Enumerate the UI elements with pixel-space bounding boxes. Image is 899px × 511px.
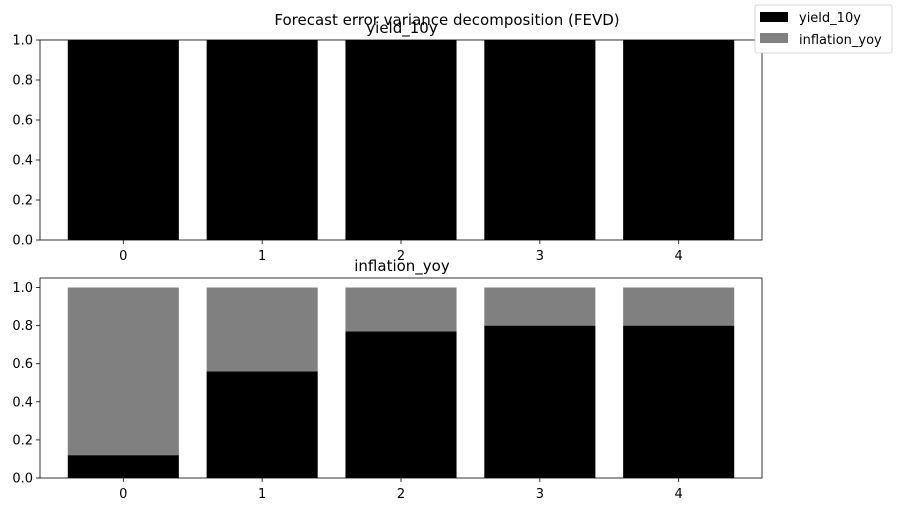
bar-yield-10y-0 bbox=[67, 455, 179, 478]
figure-title: Forecast error variance decomposition (F… bbox=[274, 11, 619, 29]
ytick-label: 0.0 bbox=[12, 234, 33, 249]
bar-yield-10y-1 bbox=[206, 371, 318, 478]
subplot-title-inflation-yoy: inflation_yoy bbox=[354, 257, 450, 276]
ytick-label: 0.6 bbox=[12, 114, 33, 129]
subplot-yield-10y: yield_10y 0.0 0.2 0.4 0.6 0.8 1.0 0 1 2 3 4 bbox=[12, 19, 763, 265]
xtick-label: 3 bbox=[536, 249, 544, 264]
bar-inflation-yoy-4 bbox=[623, 287, 735, 326]
subplot-inflation-yoy: inflation_yoy 0.0 0.2 0.4 0.6 0.8 1.0 0 1 2 3 4 bbox=[12, 257, 763, 502]
bar-inflation-yoy-2 bbox=[345, 287, 457, 332]
axes-frame-yield-10y bbox=[39, 39, 763, 241]
xtick-label: 1 bbox=[258, 487, 266, 502]
bar-yield-10y-2 bbox=[345, 331, 457, 478]
legend-frame bbox=[754, 4, 893, 54]
bar-inflation-yoy-3 bbox=[484, 287, 596, 326]
legend-swatch-yield-10y bbox=[760, 12, 788, 22]
xtick-label: 3 bbox=[536, 487, 544, 502]
bar-yield-10y-4 bbox=[623, 40, 735, 240]
subplot-title-yield-10y: yield_10y bbox=[366, 19, 438, 38]
ytick-label: 0.2 bbox=[12, 433, 33, 448]
bar-yield-10y-3 bbox=[484, 325, 596, 478]
axis-ticks-yield-10y: 0.0 0.2 0.4 0.6 0.8 1.0 0 1 2 3 4 bbox=[12, 34, 683, 265]
axis-ticks-inflation-yoy: 0.0 0.2 0.4 0.6 0.8 1.0 0 1 2 3 4 bbox=[12, 281, 683, 502]
ytick-label: 0.4 bbox=[12, 154, 33, 169]
ytick-label: 1.0 bbox=[12, 34, 33, 49]
axes-frame-inflation-yoy bbox=[39, 277, 763, 479]
xtick-label: 0 bbox=[119, 487, 127, 502]
legend-label-inflation-yoy: inflation_yoy bbox=[799, 33, 882, 48]
bar-yield-10y-0 bbox=[67, 40, 179, 240]
ytick-label: 0.8 bbox=[12, 74, 33, 89]
xtick-label: 0 bbox=[119, 249, 127, 264]
legend-label-yield-10y: yield_10y bbox=[799, 11, 861, 26]
xtick-label: 2 bbox=[397, 487, 405, 502]
ytick-label: 1.0 bbox=[12, 281, 33, 296]
bar-yield-10y-4 bbox=[623, 325, 735, 478]
ytick-label: 0.4 bbox=[12, 395, 33, 410]
xtick-label: 4 bbox=[675, 487, 683, 502]
xtick-label: 1 bbox=[258, 249, 266, 264]
bar-yield-10y-1 bbox=[206, 40, 318, 240]
legend: yield_10y inflation_yoy bbox=[754, 4, 893, 54]
legend-swatch-inflation-yoy bbox=[760, 33, 788, 43]
ytick-label: 0.0 bbox=[12, 472, 33, 487]
bars-yield-10y bbox=[67, 40, 735, 240]
bar-yield-10y-3 bbox=[484, 40, 596, 240]
bar-inflation-yoy-1 bbox=[206, 287, 318, 372]
ytick-label: 0.8 bbox=[12, 319, 33, 334]
ytick-label: 0.6 bbox=[12, 357, 33, 372]
xtick-label: 4 bbox=[675, 249, 683, 264]
ytick-label: 0.2 bbox=[12, 194, 33, 209]
bar-inflation-yoy-0 bbox=[67, 287, 179, 456]
xtick-label: 2 bbox=[397, 249, 405, 264]
bars-inflation-yoy bbox=[67, 287, 735, 478]
bar-yield-10y-2 bbox=[345, 40, 457, 240]
